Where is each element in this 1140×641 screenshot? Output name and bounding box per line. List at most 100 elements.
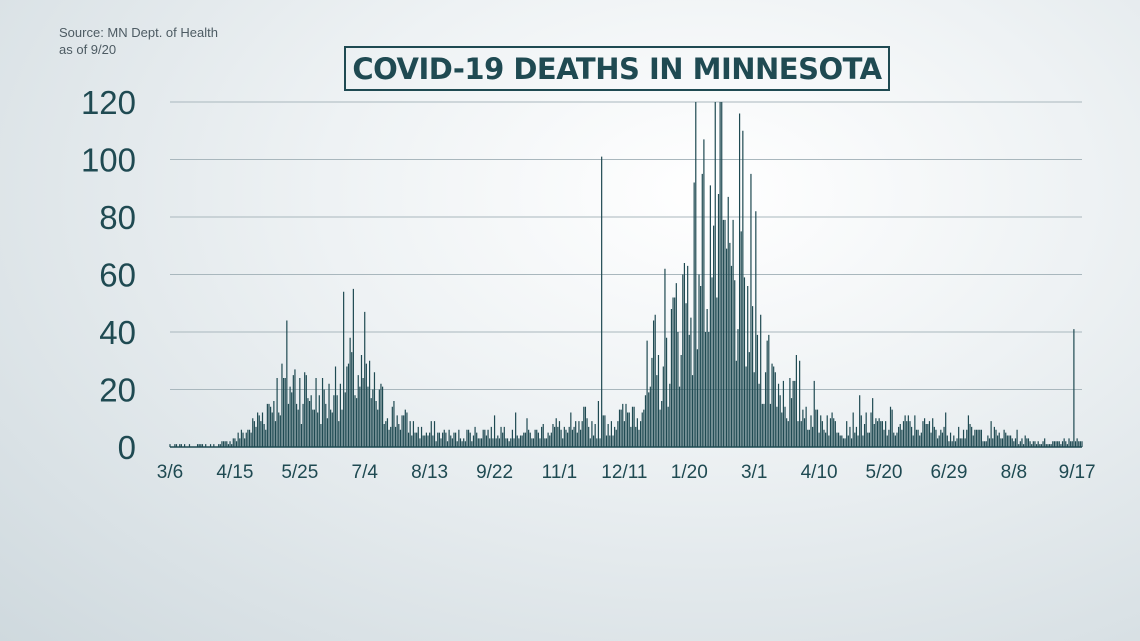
- bar: [198, 444, 200, 448]
- bar: [625, 403, 627, 448]
- bar: [424, 435, 426, 447]
- bar: [328, 383, 330, 447]
- bar: [601, 156, 603, 448]
- bar: [588, 426, 590, 448]
- bar: [904, 415, 906, 448]
- bar: [825, 432, 827, 448]
- bar: [541, 426, 543, 448]
- bar: [174, 444, 176, 448]
- bar: [372, 389, 374, 447]
- bar: [581, 421, 583, 448]
- bar: [467, 429, 470, 447]
- bar: [966, 429, 968, 447]
- bar: [1061, 441, 1064, 447]
- bar: [883, 429, 885, 447]
- bar: [953, 435, 955, 447]
- bar: [1029, 441, 1031, 447]
- bar: [511, 429, 514, 447]
- bar: [257, 412, 259, 447]
- bar: [635, 426, 637, 448]
- bar: [730, 265, 733, 448]
- bar: [614, 426, 616, 448]
- bar: [688, 334, 690, 448]
- bar: [682, 274, 684, 447]
- bar: [891, 409, 893, 448]
- bar: [461, 441, 463, 447]
- bar: [459, 438, 462, 448]
- bar: [893, 432, 895, 448]
- bar: [550, 432, 552, 448]
- bar: [797, 421, 799, 448]
- bar: [855, 426, 858, 448]
- gridlines: [170, 101, 1082, 390]
- bar: [876, 421, 879, 448]
- bar: [975, 429, 978, 447]
- bar: [594, 424, 596, 447]
- bar: [469, 432, 471, 448]
- bar: [196, 444, 199, 448]
- bar: [756, 334, 759, 448]
- bar: [307, 398, 309, 448]
- bar: [438, 432, 440, 448]
- bar: [610, 421, 612, 448]
- bar: [566, 432, 569, 448]
- bar: [875, 418, 877, 447]
- bar: [620, 409, 622, 448]
- bar: [302, 403, 304, 448]
- bar: [1016, 429, 1018, 447]
- bar: [330, 409, 332, 448]
- bar: [823, 429, 825, 447]
- bar: [751, 306, 754, 448]
- bar: [412, 421, 415, 448]
- bar: [180, 444, 182, 448]
- bar: [184, 444, 186, 448]
- bar: [923, 418, 926, 447]
- bar: [719, 102, 721, 447]
- bar: [289, 386, 291, 448]
- bar: [1074, 441, 1077, 447]
- bar: [398, 424, 400, 447]
- bar: [763, 403, 765, 448]
- bar: [992, 438, 994, 448]
- bar: [250, 432, 252, 448]
- bar: [518, 438, 520, 448]
- bar: [828, 435, 830, 447]
- bar: [781, 412, 783, 447]
- bar: [268, 403, 270, 448]
- y-axis-ticks: 0 20 40 60 80 100 120: [81, 84, 136, 466]
- bar: [786, 418, 788, 447]
- bar: [1006, 435, 1008, 447]
- bar: [810, 415, 812, 448]
- bar: [396, 415, 398, 448]
- bar: [343, 291, 345, 447]
- bar: [1039, 444, 1041, 448]
- bar: [651, 357, 653, 448]
- bar: [847, 435, 849, 447]
- y-tick-label: 120: [81, 84, 136, 121]
- bar: [477, 438, 479, 448]
- bar: [515, 412, 517, 447]
- bar: [607, 424, 609, 447]
- bar: [881, 421, 883, 448]
- bar: [313, 409, 316, 448]
- bar: [670, 309, 673, 447]
- bar: [502, 432, 504, 448]
- bar: [489, 438, 491, 448]
- bar: [416, 432, 418, 448]
- bar: [837, 432, 840, 448]
- bar: [406, 412, 408, 447]
- bar: [690, 317, 692, 448]
- bar: [726, 248, 728, 447]
- bar: [1013, 441, 1015, 447]
- bar: [346, 366, 348, 447]
- bar: [463, 438, 465, 448]
- bar: [760, 314, 762, 447]
- bar: [816, 409, 819, 448]
- bar: [484, 429, 486, 447]
- bar: [213, 444, 215, 448]
- bar: [1003, 429, 1005, 447]
- bar: [842, 438, 845, 448]
- bar: [508, 441, 510, 447]
- bar: [188, 444, 191, 448]
